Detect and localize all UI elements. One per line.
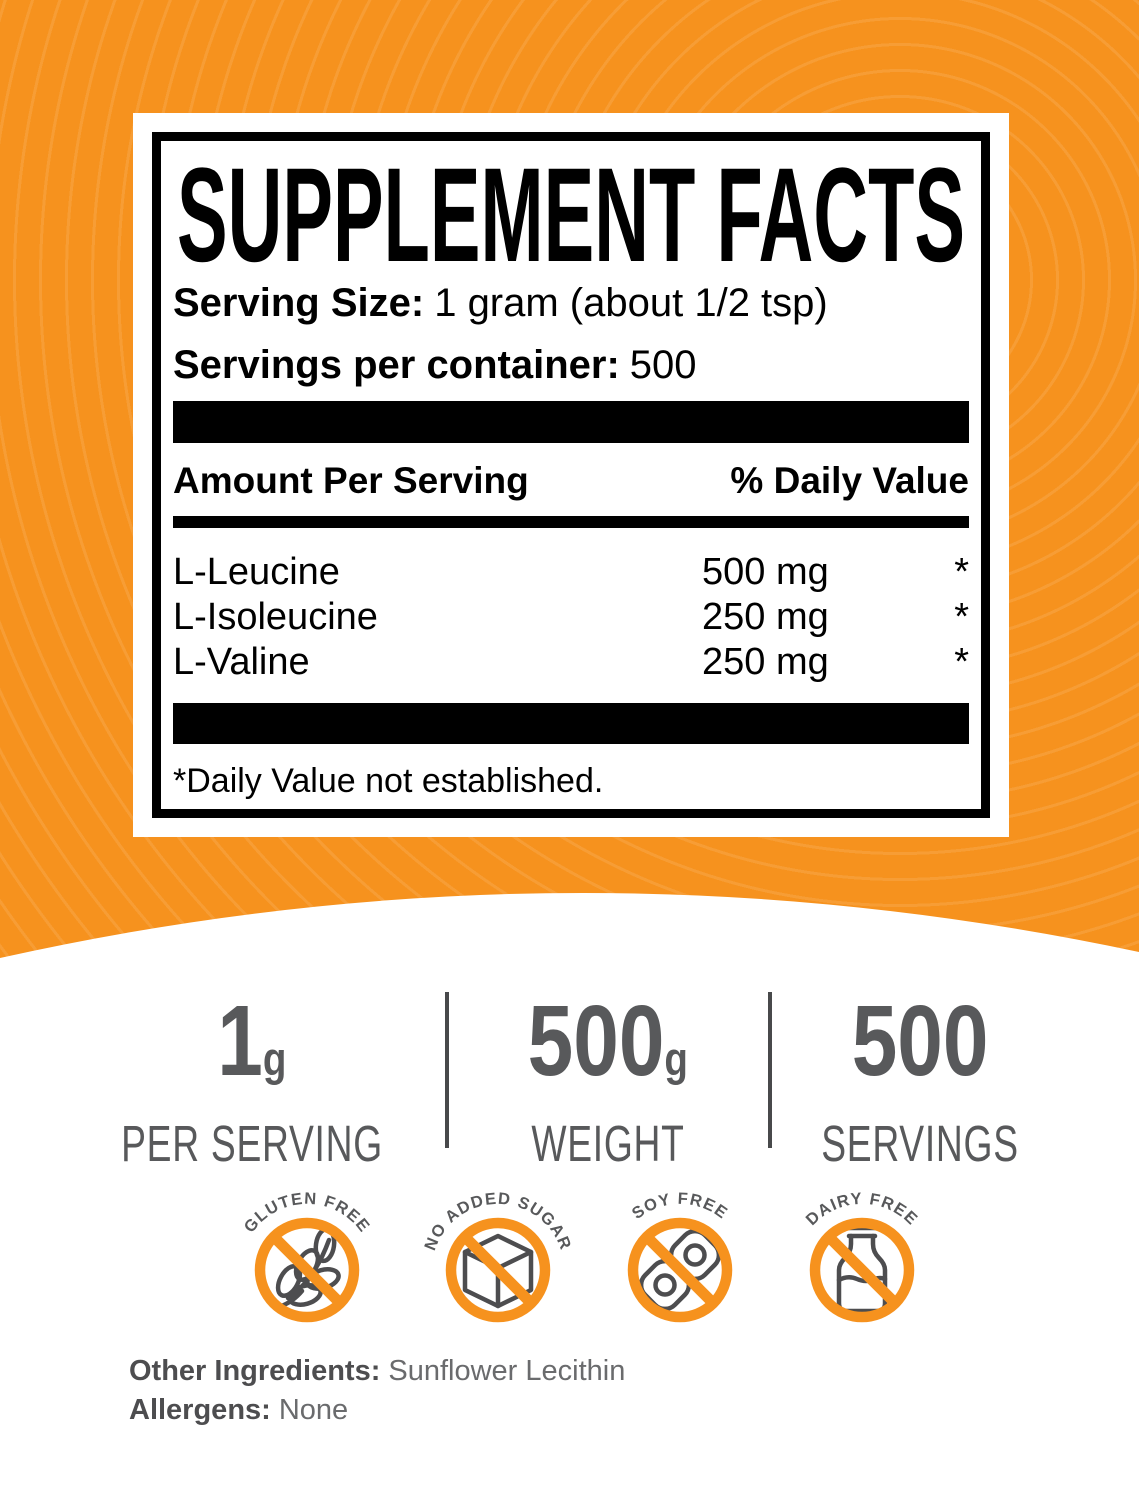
daily-value-footnote: *Daily Value not established. bbox=[173, 762, 604, 800]
separator-bar-top bbox=[173, 401, 969, 443]
curve-transition bbox=[0, 892, 1139, 958]
stat-weight: 500g WEIGHT bbox=[503, 991, 713, 1172]
nutrient-amount: 250 mg bbox=[702, 596, 829, 638]
nutrient-name: L-Leucine bbox=[173, 551, 340, 593]
nutrient-rows: L-Leucine 500 mg * L-Isoleucine 250 mg *… bbox=[173, 550, 969, 685]
stat-value: 500 bbox=[527, 985, 665, 1097]
separator-bar-bottom bbox=[173, 703, 969, 744]
table-row: L-Valine 250 mg * bbox=[173, 640, 969, 685]
nutrient-amount: 250 mg bbox=[702, 641, 829, 683]
stat-value: 500 bbox=[851, 985, 989, 1097]
nutrient-name: L-Valine bbox=[173, 641, 310, 683]
table-row: L-Isoleucine 250 mg * bbox=[173, 595, 969, 640]
serving-size-line: Serving Size: 1 gram (about 1/2 tsp) bbox=[173, 283, 969, 323]
serving-size-value: 1 gram (about 1/2 tsp) bbox=[434, 281, 828, 325]
gluten-free-label: GLUTEN FREE bbox=[241, 1190, 373, 1236]
servings-per-container-value: 500 bbox=[629, 343, 697, 387]
stat-weight-caption: WEIGHT bbox=[531, 1115, 685, 1172]
table-header-row: Amount Per Serving % Daily Value bbox=[173, 461, 969, 501]
table-row: L-Leucine 500 mg * bbox=[173, 550, 969, 595]
nutrient-dv: * bbox=[954, 596, 969, 638]
serving-size-label: Serving Size: bbox=[173, 281, 425, 325]
stat-servings-caption: SERVINGS bbox=[821, 1115, 1019, 1172]
stat-value: 1 bbox=[217, 985, 264, 1097]
stat-per-serving-number: 1g bbox=[217, 991, 287, 1097]
header-rule bbox=[173, 516, 969, 528]
stats-divider bbox=[768, 992, 772, 1148]
panel-title-text: SUPPLEMENT FACTS bbox=[177, 163, 965, 263]
servings-per-container-label: Servings per container: bbox=[173, 343, 620, 387]
nutrient-name: L-Isoleucine bbox=[173, 596, 378, 638]
nutrient-amount: 500 mg bbox=[702, 551, 829, 593]
stat-servings-number: 500 bbox=[852, 991, 989, 1097]
servings-per-container-line: Servings per container: 500 bbox=[173, 345, 969, 385]
allergens-value: None bbox=[278, 1394, 349, 1426]
other-ingredients-label: Other Ingredients: bbox=[129, 1355, 381, 1387]
stat-unit: g bbox=[263, 1032, 287, 1085]
column-header-amount: Amount Per Serving bbox=[173, 460, 529, 501]
soy-free-badge: SOY FREE bbox=[627, 1190, 733, 1323]
supplement-facts-card: SUPPLEMENT FACTS Serving Size: 1 gram (ab… bbox=[133, 113, 1009, 837]
other-ingredients-line: Other Ingredients: Sunflower Lecithin bbox=[129, 1352, 625, 1391]
ingredients-block: Other Ingredients: Sunflower Lecithin All… bbox=[129, 1352, 625, 1430]
stat-unit: g bbox=[664, 1032, 689, 1085]
allergens-line: Allergens: None bbox=[129, 1391, 625, 1430]
supplement-facts-panel: SUPPLEMENT FACTS Serving Size: 1 gram (ab… bbox=[152, 132, 990, 818]
nutrient-dv: * bbox=[954, 551, 969, 593]
stat-per-serving: 1g PER SERVING bbox=[73, 991, 432, 1172]
allergens-label: Allergens: bbox=[129, 1394, 271, 1426]
nutrient-dv: * bbox=[954, 641, 969, 683]
stat-servings: 500 SERVINGS bbox=[785, 991, 1056, 1172]
dairy-free-badge: DAIRY FREE bbox=[803, 1190, 920, 1323]
no-added-sugar-badge: NO ADDED SUGAR bbox=[421, 1190, 573, 1323]
stats-divider bbox=[445, 992, 449, 1148]
stat-weight-number: 500g bbox=[528, 991, 689, 1097]
stat-per-serving-caption: PER SERVING bbox=[121, 1115, 383, 1172]
svg-text:GLUTEN FREE: GLUTEN FREE bbox=[241, 1190, 374, 1236]
gluten-free-badge: GLUTEN FREE bbox=[241, 1190, 374, 1323]
column-header-daily-value: % Daily Value bbox=[730, 460, 969, 501]
other-ingredients-value: Sunflower Lecithin bbox=[388, 1355, 626, 1387]
panel-title: SUPPLEMENT FACTS bbox=[177, 163, 965, 263]
